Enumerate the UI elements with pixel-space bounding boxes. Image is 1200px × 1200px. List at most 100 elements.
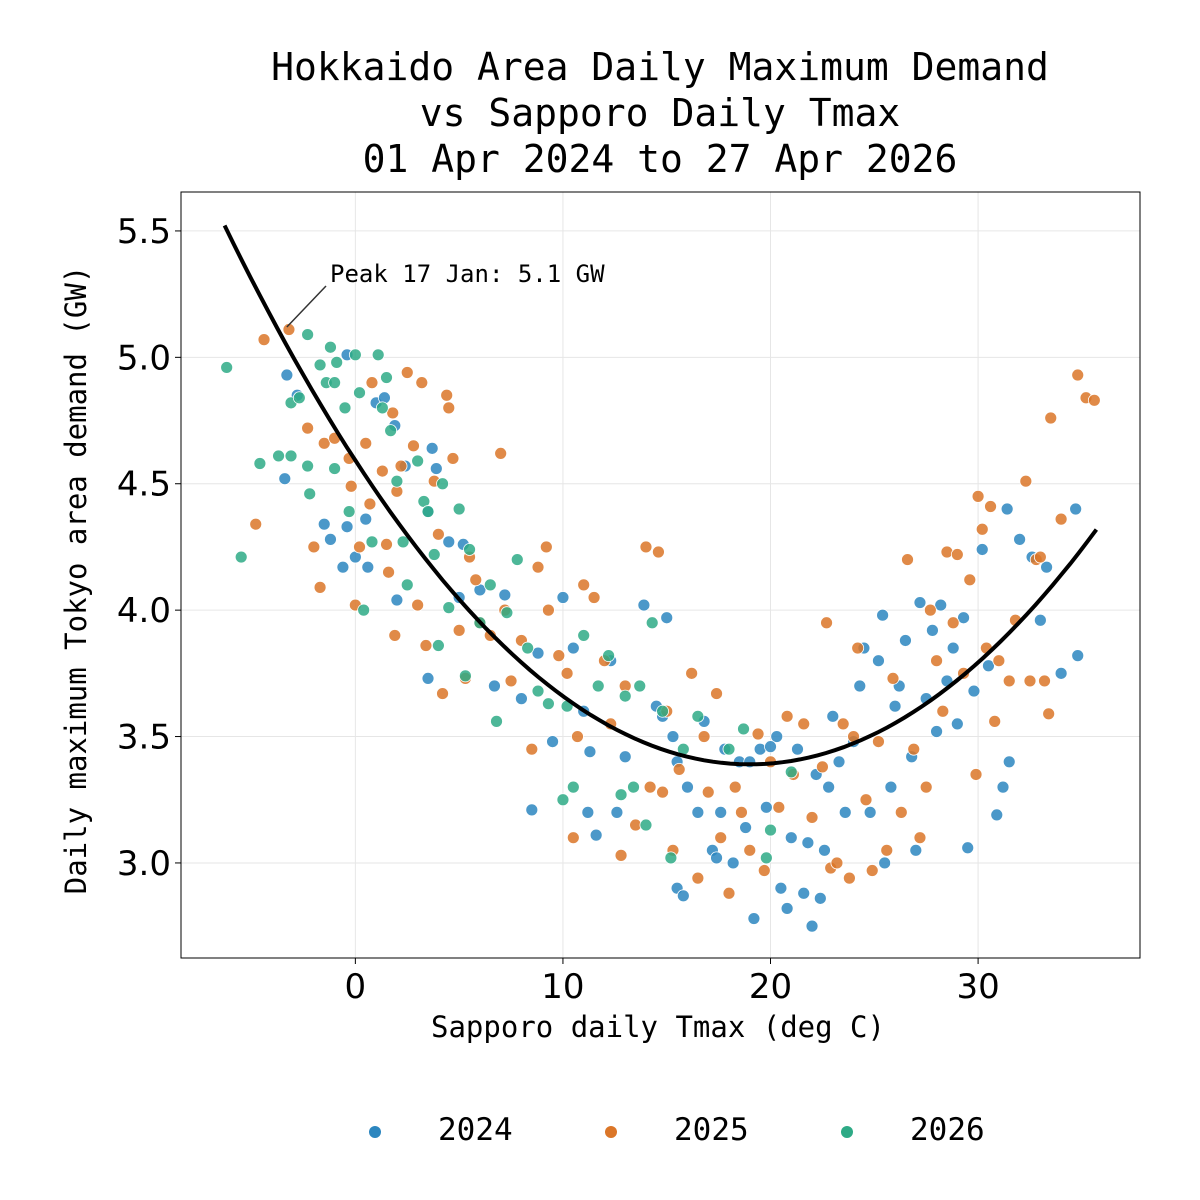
data-point-2026 [500, 606, 514, 620]
data-point-2024 [957, 611, 970, 625]
data-point-2024 [884, 780, 898, 794]
data-point-2025 [722, 886, 736, 900]
data-point-2025 [907, 742, 921, 756]
data-point-2026 [342, 505, 356, 518]
data-point-2026 [490, 714, 503, 728]
data-point-2025 [1054, 512, 1068, 526]
legend-marker-2025 [605, 1126, 617, 1138]
data-point-2026 [531, 684, 545, 698]
data-point-2026 [759, 851, 773, 865]
data-point-2025 [494, 447, 508, 460]
data-point-2025 [992, 654, 1006, 668]
data-point-2025 [743, 843, 757, 857]
data-point-2025 [1038, 674, 1051, 688]
data-point-2025 [571, 730, 584, 743]
data-point-2025 [317, 436, 331, 450]
data-point-2024 [990, 808, 1004, 822]
data-point-2024 [872, 654, 885, 668]
data-point-2024 [832, 755, 846, 769]
data-point-2026 [400, 578, 414, 592]
grid [181, 192, 1140, 958]
data-point-2024 [791, 742, 804, 756]
data-point-2025 [963, 573, 977, 587]
data-point-2024 [278, 472, 292, 486]
data-point-2024 [967, 684, 981, 698]
data-point-2026 [338, 401, 352, 415]
data-point-2024 [853, 679, 867, 693]
data-point-2024 [770, 730, 784, 743]
data-point-2025 [656, 785, 669, 799]
data-point-2025 [701, 785, 715, 799]
data-point-2026 [380, 371, 393, 384]
data-point-2026 [220, 361, 234, 374]
data-point-2024 [280, 368, 294, 382]
data-point-2024 [336, 560, 350, 574]
data-point-2024 [764, 740, 777, 754]
legend-marker-2026 [841, 1126, 853, 1138]
x-tick-label: 30 [956, 967, 999, 1007]
data-point-2025 [446, 452, 460, 465]
data-point-2025 [639, 540, 653, 554]
data-point-2026 [556, 793, 570, 807]
data-point-2025 [751, 727, 765, 741]
plot-frame [180, 191, 1141, 959]
data-point-2026 [396, 535, 410, 549]
data-point-2024 [913, 596, 927, 609]
data-point-2024 [863, 805, 877, 819]
data-point-2025 [780, 709, 794, 723]
data-point-2024 [888, 699, 902, 713]
data-point-2025 [388, 629, 402, 642]
data-point-2024 [801, 836, 815, 850]
data-point-2024 [774, 881, 788, 895]
y-tick-label: 5.0 [117, 338, 171, 378]
legend-label-2025: 2025 [674, 1112, 749, 1148]
data-point-2025 [380, 538, 393, 551]
data-point-2025 [652, 545, 665, 559]
data-point-2026 [272, 449, 285, 463]
data-point-2025 [969, 768, 983, 781]
data-point-2026 [348, 348, 362, 362]
data-point-2025 [946, 616, 960, 630]
data-point-2026 [371, 348, 385, 362]
data-point-2026 [691, 709, 705, 723]
data-point-2025 [988, 714, 1002, 728]
data-point-2024 [498, 588, 512, 602]
data-point-2024 [359, 512, 373, 526]
data-point-2025 [301, 421, 315, 435]
data-point-2026 [427, 548, 441, 561]
data-point-2025 [842, 871, 856, 885]
data-point-2026 [301, 328, 315, 341]
data-point-2024 [429, 462, 443, 475]
data-point-2024 [950, 717, 964, 731]
data-point-2025 [820, 616, 833, 630]
data-point-2024 [797, 886, 811, 900]
data-point-2025 [872, 735, 885, 748]
data-point-2025 [249, 517, 263, 531]
data-point-2026 [384, 424, 398, 438]
data-point-2025 [363, 497, 377, 511]
data-point-2024 [1040, 560, 1053, 574]
data-point-2026 [483, 578, 497, 592]
data-point-2024 [1071, 649, 1085, 663]
data-point-2024 [1002, 755, 1016, 769]
data-point-2025 [282, 323, 296, 336]
data-point-2025 [691, 871, 705, 885]
title-line-1: Hokkaido Area Daily Maximum Demand [271, 45, 1049, 89]
data-point-2025 [913, 831, 927, 845]
data-point-2024 [946, 641, 960, 655]
data-point-2024 [876, 608, 890, 622]
y-tick-label: 5.5 [117, 212, 171, 252]
data-point-2026 [375, 401, 389, 415]
data-point-2024 [759, 800, 773, 814]
data-point-2024 [710, 851, 723, 865]
legend-label-2024: 2024 [438, 1112, 513, 1148]
data-point-2025 [697, 730, 711, 743]
data-point-2026 [253, 457, 267, 470]
data-point-2025 [728, 780, 742, 794]
data-point-2024 [961, 841, 975, 855]
data-point-2026 [330, 355, 344, 369]
data-point-2025 [984, 500, 997, 513]
data-point-2026 [234, 550, 248, 564]
data-point-2025 [1019, 474, 1033, 488]
